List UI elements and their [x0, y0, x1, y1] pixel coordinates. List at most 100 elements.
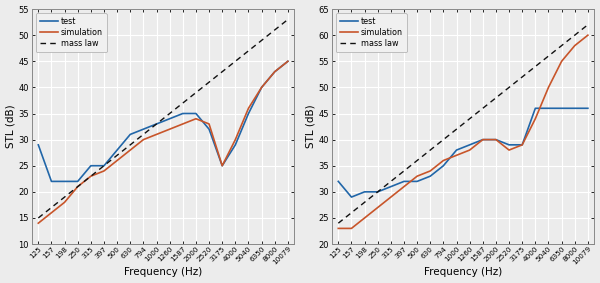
test: [545, 107, 552, 110]
mass law: [271, 28, 278, 32]
Line: simulation: simulation: [38, 61, 288, 223]
simulation: [413, 175, 421, 178]
simulation: [113, 159, 121, 162]
simulation: [427, 169, 434, 173]
mass law: [545, 54, 552, 58]
simulation: [440, 159, 447, 162]
simulation: [218, 164, 226, 168]
mass law: [153, 122, 160, 126]
Line: test: test: [338, 108, 588, 197]
test: [193, 112, 200, 115]
simulation: [361, 216, 368, 220]
mass law: [218, 70, 226, 73]
simulation: [479, 138, 487, 141]
simulation: [166, 127, 173, 131]
test: [179, 112, 187, 115]
test: [466, 143, 473, 147]
simulation: [74, 185, 82, 188]
test: [61, 180, 68, 183]
mass law: [166, 112, 173, 115]
simulation: [545, 86, 552, 89]
mass law: [493, 96, 500, 100]
simulation: [348, 227, 355, 230]
mass law: [479, 107, 487, 110]
simulation: [140, 138, 147, 141]
test: [218, 164, 226, 168]
simulation: [193, 117, 200, 121]
test: [558, 107, 565, 110]
simulation: [61, 201, 68, 204]
mass law: [413, 159, 421, 162]
mass law: [558, 44, 565, 47]
mass law: [258, 39, 265, 42]
Line: mass law: mass law: [38, 20, 288, 218]
mass law: [571, 33, 578, 37]
Legend: test, simulation, mass law: test, simulation, mass law: [336, 13, 407, 52]
simulation: [374, 206, 382, 209]
Y-axis label: STL (dB): STL (dB): [305, 105, 316, 148]
test: [374, 190, 382, 194]
simulation: [205, 122, 212, 126]
test: [361, 190, 368, 194]
Legend: test, simulation, mass law: test, simulation, mass law: [36, 13, 107, 52]
Line: mass law: mass law: [338, 25, 588, 223]
simulation: [179, 122, 187, 126]
simulation: [48, 211, 55, 215]
test: [532, 107, 539, 110]
test: [571, 107, 578, 110]
simulation: [400, 185, 407, 188]
simulation: [558, 60, 565, 63]
mass law: [74, 185, 82, 188]
simulation: [245, 107, 252, 110]
test: [153, 122, 160, 126]
mass law: [140, 133, 147, 136]
mass law: [348, 211, 355, 215]
test: [113, 148, 121, 152]
simulation: [505, 148, 512, 152]
simulation: [387, 195, 394, 199]
simulation: [100, 169, 107, 173]
test: [584, 107, 592, 110]
simulation: [258, 86, 265, 89]
test: [100, 164, 107, 168]
test: [35, 143, 42, 147]
mass law: [245, 49, 252, 53]
Line: test: test: [38, 61, 288, 181]
test: [413, 180, 421, 183]
mass law: [518, 75, 526, 79]
mass law: [48, 206, 55, 209]
mass law: [374, 190, 382, 194]
test: [271, 70, 278, 73]
test: [166, 117, 173, 121]
simulation: [532, 117, 539, 121]
mass law: [35, 216, 42, 220]
test: [140, 127, 147, 131]
test: [453, 148, 460, 152]
mass law: [427, 148, 434, 152]
simulation: [87, 175, 94, 178]
simulation: [232, 138, 239, 141]
X-axis label: Frequency (Hz): Frequency (Hz): [424, 267, 502, 277]
simulation: [518, 143, 526, 147]
mass law: [232, 60, 239, 63]
simulation: [271, 70, 278, 73]
mass law: [532, 65, 539, 68]
test: [87, 164, 94, 168]
test: [284, 60, 292, 63]
X-axis label: Frequency (Hz): Frequency (Hz): [124, 267, 202, 277]
Line: simulation: simulation: [338, 35, 588, 228]
mass law: [400, 169, 407, 173]
mass law: [61, 195, 68, 199]
test: [427, 175, 434, 178]
mass law: [127, 143, 134, 147]
test: [335, 180, 342, 183]
simulation: [35, 222, 42, 225]
test: [387, 185, 394, 188]
test: [258, 86, 265, 89]
mass law: [284, 18, 292, 21]
mass law: [505, 86, 512, 89]
simulation: [284, 60, 292, 63]
simulation: [466, 148, 473, 152]
mass law: [361, 201, 368, 204]
mass law: [205, 80, 212, 84]
